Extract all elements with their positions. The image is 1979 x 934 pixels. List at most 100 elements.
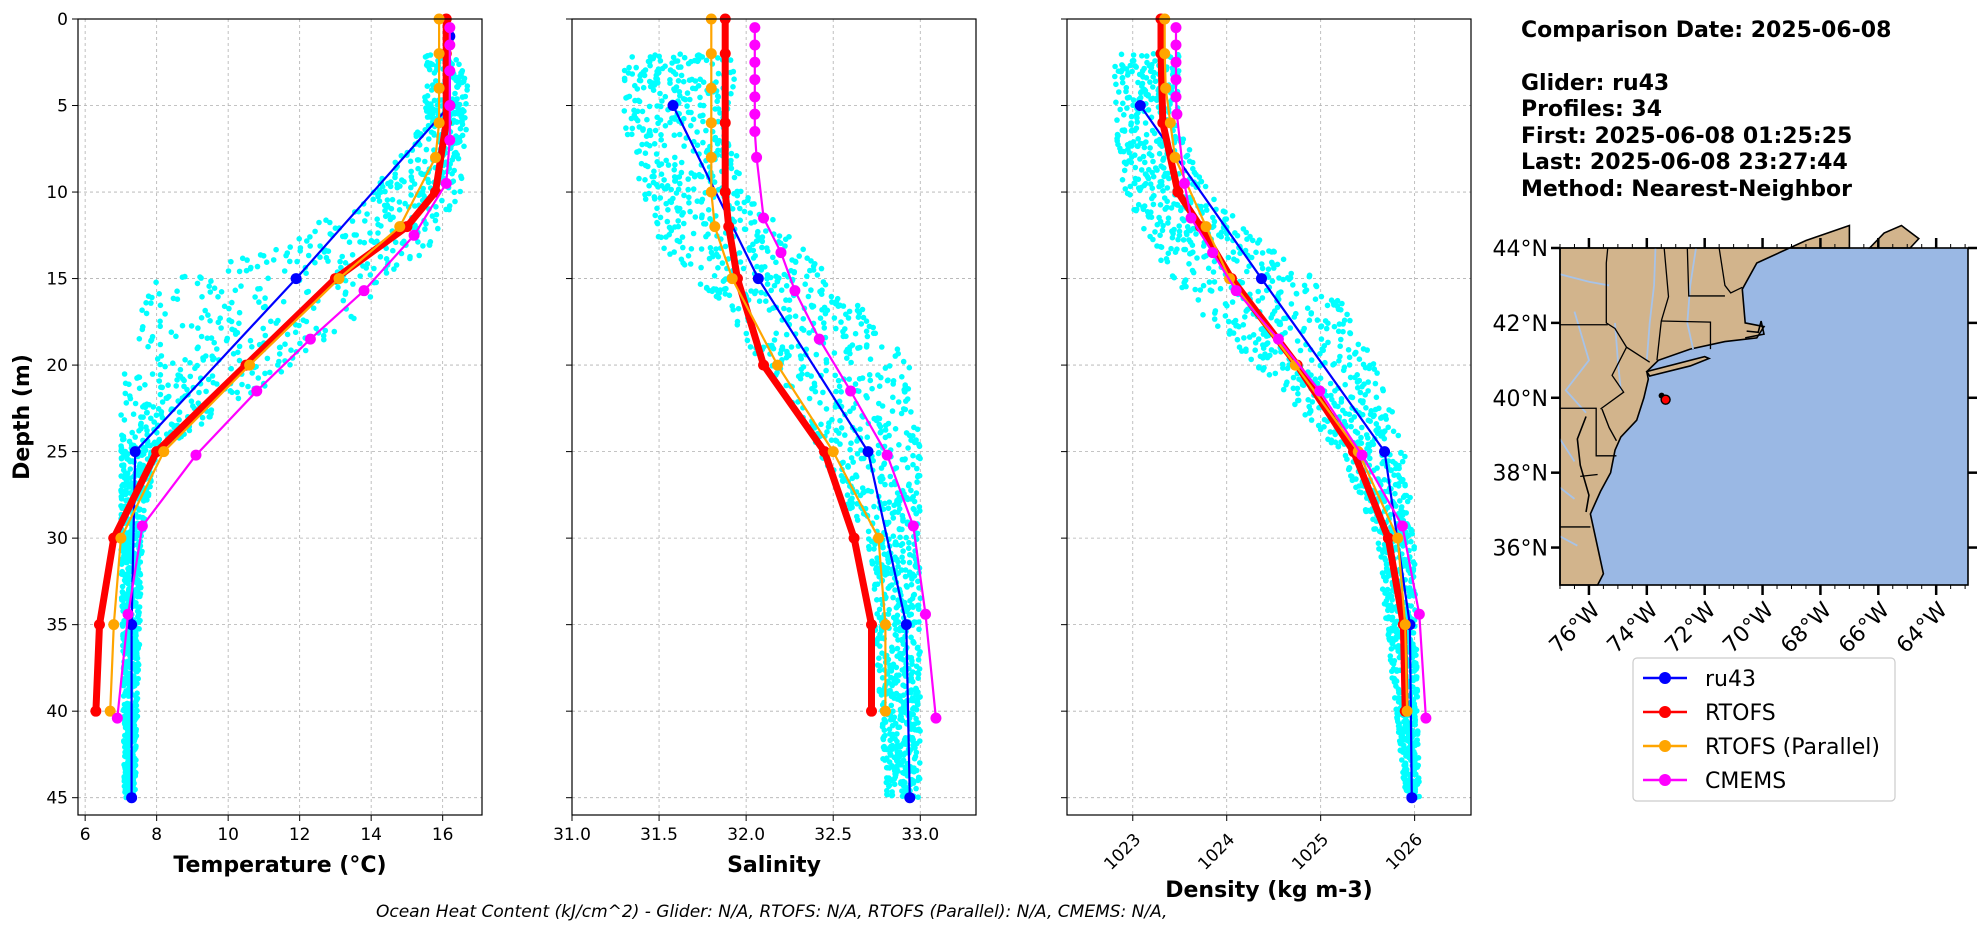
- raw-point: [642, 150, 649, 156]
- raw-point: [121, 761, 127, 768]
- raw-point: [845, 315, 852, 321]
- raw-point: [649, 173, 655, 180]
- raw-point: [1336, 321, 1343, 327]
- raw-point: [382, 188, 388, 195]
- raw-point: [287, 258, 293, 265]
- raw-point: [734, 188, 740, 195]
- raw-point: [134, 707, 140, 714]
- legend-item-cmems: CMEMS: [1643, 769, 1786, 794]
- raw-point: [1255, 336, 1262, 342]
- raw-point: [255, 286, 261, 292]
- state-border: [1560, 407, 1617, 457]
- raw-point: [869, 561, 876, 567]
- raw-point: [889, 742, 896, 749]
- raw-point: [657, 58, 664, 64]
- raw-point: [1395, 643, 1402, 649]
- raw-point: [713, 246, 719, 252]
- raw-point: [1334, 303, 1341, 310]
- raw-point: [1392, 490, 1398, 497]
- raw-point: [744, 337, 751, 344]
- raw-point: [897, 534, 903, 541]
- raw-point: [452, 198, 458, 205]
- raw-point: [327, 219, 333, 226]
- series-point-rtofs: [848, 532, 860, 544]
- raw-point: [1226, 331, 1233, 337]
- raw-point: [129, 429, 135, 436]
- raw-point: [1162, 206, 1168, 212]
- raw-point: [1352, 428, 1359, 435]
- raw-point: [1121, 112, 1127, 118]
- raw-point: [1290, 374, 1297, 381]
- raw-point: [284, 331, 291, 338]
- raw-point: [425, 176, 431, 183]
- raw-point: [911, 498, 918, 505]
- raw-point: [669, 115, 675, 121]
- raw-point: [1169, 228, 1175, 234]
- raw-point: [890, 647, 896, 653]
- raw-point: [1182, 277, 1189, 283]
- series-point-rtofs_parallel: [430, 151, 442, 163]
- raw-point: [870, 330, 877, 337]
- series-point-cmems: [1356, 449, 1368, 461]
- raw-point: [1267, 352, 1273, 359]
- raw-point: [348, 313, 355, 320]
- raw-point: [835, 377, 842, 384]
- raw-point: [137, 617, 143, 624]
- raw-point: [124, 663, 131, 669]
- series-point-cmems: [1230, 285, 1242, 297]
- series-point-cmems: [1185, 212, 1197, 224]
- raw-point: [1129, 154, 1135, 160]
- raw-point: [1129, 127, 1135, 134]
- raw-point: [906, 559, 913, 566]
- raw-point: [798, 355, 804, 362]
- raw-point: [1384, 504, 1391, 511]
- series-point-ru43: [126, 792, 138, 804]
- raw-point: [1259, 265, 1266, 272]
- raw-point: [1382, 557, 1389, 563]
- raw-point: [1412, 674, 1419, 680]
- legend-label: CMEMS: [1705, 769, 1786, 794]
- raw-point: [1225, 254, 1232, 261]
- raw-point: [1180, 237, 1187, 243]
- raw-point: [876, 415, 883, 422]
- raw-point: [214, 346, 220, 352]
- raw-point: [1334, 297, 1341, 304]
- raw-point: [432, 217, 439, 224]
- raw-point: [1379, 386, 1386, 392]
- raw-point: [1258, 261, 1265, 267]
- raw-point: [906, 539, 912, 546]
- raw-point: [748, 220, 754, 226]
- raw-point: [887, 752, 894, 758]
- raw-point: [211, 285, 218, 292]
- raw-point: [1128, 113, 1135, 120]
- raw-point: [292, 322, 299, 328]
- raw-point: [802, 281, 808, 288]
- raw-point: [1241, 335, 1247, 341]
- raw-point: [1412, 704, 1418, 711]
- raw-point: [188, 398, 195, 405]
- raw-point: [362, 218, 368, 224]
- raw-point: [337, 258, 343, 265]
- raw-point: [1141, 182, 1147, 189]
- x-tick-label: 6: [80, 825, 91, 845]
- river: [1614, 322, 1622, 391]
- raw-point: [1373, 394, 1380, 401]
- raw-point: [785, 315, 791, 322]
- raw-point: [287, 244, 294, 250]
- raw-point: [687, 96, 693, 103]
- raw-point: [914, 645, 921, 651]
- raw-point: [1362, 364, 1369, 371]
- raw-point: [1385, 424, 1391, 431]
- series-point-ru43: [129, 446, 141, 458]
- raw-point: [265, 275, 271, 282]
- raw-point: [894, 758, 900, 765]
- raw-point: [121, 617, 127, 624]
- raw-point: [1157, 179, 1163, 185]
- raw-point: [914, 694, 921, 700]
- raw-point: [899, 793, 906, 799]
- raw-point: [916, 472, 923, 479]
- series-point-rtofs: [1382, 532, 1394, 544]
- raw-point: [277, 344, 284, 351]
- raw-point: [127, 466, 134, 472]
- raw-point: [1120, 63, 1126, 69]
